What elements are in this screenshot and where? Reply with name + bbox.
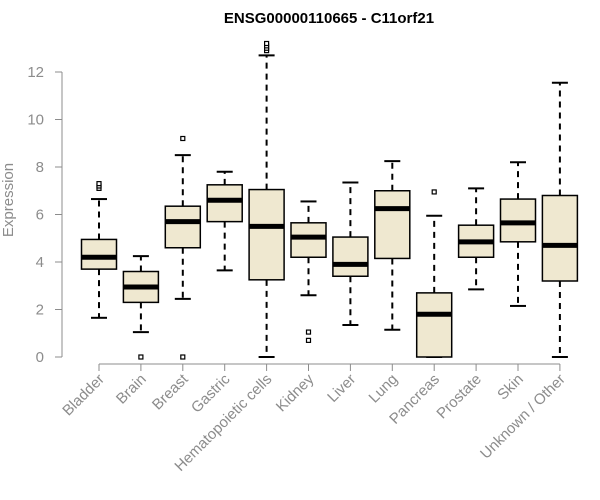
iqr-box — [415, 292, 453, 358]
x-tick-label: Brain — [113, 371, 150, 408]
x-tick-label: Liver — [324, 371, 359, 406]
chart-title: ENSG00000110665 - C11orf21 — [224, 10, 434, 27]
y-axis: 0 2 4 6 8 10 12 — [27, 64, 63, 366]
iqr-box — [248, 188, 285, 281]
outlier-point — [305, 329, 312, 335]
box-skin — [499, 161, 537, 307]
y-tick-label: 4 — [36, 254, 44, 271]
box-breast — [164, 135, 202, 360]
x-tick-label: Breast — [149, 370, 192, 413]
y-tick-label: 8 — [36, 159, 44, 176]
iqr-box — [206, 184, 243, 223]
y-axis-label: Expression — [0, 163, 17, 237]
x-tick-label: Bladder — [59, 371, 108, 420]
box-liver — [332, 181, 369, 326]
box-gastric — [206, 170, 243, 272]
y-tick-label: 0 — [36, 349, 44, 366]
box-unknown-other — [541, 81, 579, 358]
outlier-point — [96, 181, 102, 187]
iqr-box — [80, 238, 118, 270]
box-prostate — [457, 187, 495, 291]
iqr-box — [374, 190, 411, 260]
y-tick-label: 2 — [36, 302, 44, 319]
y-tick-label: 12 — [27, 64, 44, 81]
y-tick-label: 10 — [27, 112, 44, 129]
x-tick-label: Kidney — [273, 370, 318, 415]
iqr-box — [164, 205, 202, 249]
boxes-layer — [80, 40, 579, 360]
box-hematopoietic-cells — [248, 40, 285, 358]
x-tick-label: Skin — [494, 371, 527, 404]
box-pancreas — [415, 189, 453, 358]
outlier-point — [180, 135, 186, 142]
box-kidney — [290, 200, 327, 343]
x-tick-label: Lung — [366, 371, 402, 407]
iqr-box — [290, 222, 327, 258]
x-tick-label: Prostate — [433, 371, 485, 423]
outlier-point — [431, 189, 437, 195]
outlier-point — [305, 337, 312, 343]
box-lung — [374, 160, 411, 331]
outlier-point — [264, 40, 270, 47]
iqr-box — [541, 194, 579, 282]
iqr-box — [332, 236, 369, 277]
y-tick-label: 6 — [36, 207, 44, 224]
box-bladder — [80, 181, 118, 319]
outlier-point — [138, 354, 144, 360]
box-brain — [122, 255, 160, 360]
outlier-point — [180, 354, 186, 360]
